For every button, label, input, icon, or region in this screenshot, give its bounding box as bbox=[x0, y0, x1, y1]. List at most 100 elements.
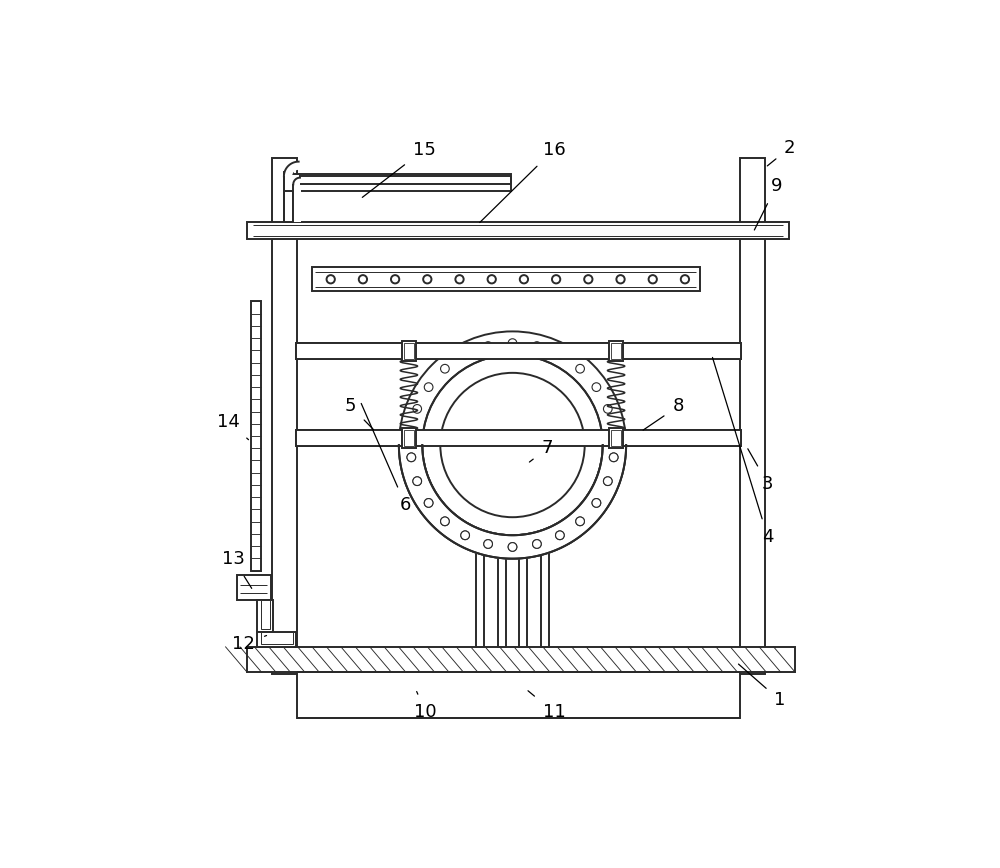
Bar bbox=[611, 344, 621, 359]
Circle shape bbox=[556, 351, 564, 359]
Bar bbox=[257, 632, 296, 647]
Text: 10: 10 bbox=[414, 692, 437, 721]
Text: 12: 12 bbox=[232, 635, 267, 654]
Bar bbox=[609, 341, 623, 361]
Bar bbox=[296, 431, 741, 446]
Bar bbox=[404, 344, 414, 359]
Circle shape bbox=[609, 453, 618, 462]
Circle shape bbox=[484, 342, 492, 351]
Circle shape bbox=[576, 517, 584, 526]
Circle shape bbox=[461, 351, 469, 359]
Circle shape bbox=[327, 275, 335, 284]
Text: 1: 1 bbox=[738, 664, 786, 709]
Circle shape bbox=[441, 517, 449, 526]
Text: 11: 11 bbox=[528, 691, 565, 721]
Circle shape bbox=[508, 542, 517, 551]
Text: 6: 6 bbox=[361, 404, 411, 514]
Text: 9: 9 bbox=[754, 177, 782, 230]
Circle shape bbox=[407, 429, 416, 437]
Circle shape bbox=[359, 275, 367, 284]
Circle shape bbox=[413, 477, 422, 485]
Circle shape bbox=[584, 275, 592, 284]
Circle shape bbox=[407, 453, 416, 462]
Bar bbox=[611, 431, 621, 446]
Bar bbox=[519, 532, 527, 647]
Bar bbox=[247, 647, 795, 672]
Circle shape bbox=[603, 477, 612, 485]
Text: 14: 14 bbox=[217, 412, 248, 440]
Circle shape bbox=[556, 531, 564, 540]
Circle shape bbox=[461, 531, 469, 540]
Circle shape bbox=[508, 542, 517, 551]
Circle shape bbox=[603, 477, 612, 485]
Circle shape bbox=[399, 332, 626, 559]
Circle shape bbox=[440, 373, 585, 517]
Text: 15: 15 bbox=[362, 141, 436, 197]
Circle shape bbox=[556, 531, 564, 540]
Bar bbox=[296, 344, 741, 359]
Circle shape bbox=[455, 275, 464, 284]
Text: 7: 7 bbox=[529, 439, 553, 462]
Bar bbox=[404, 431, 414, 446]
Circle shape bbox=[533, 342, 541, 351]
Bar bbox=[296, 431, 741, 446]
Circle shape bbox=[413, 404, 422, 413]
Circle shape bbox=[423, 356, 602, 535]
Bar bbox=[272, 158, 297, 674]
Bar bbox=[609, 428, 623, 449]
Circle shape bbox=[649, 275, 657, 284]
Text: 5: 5 bbox=[345, 398, 374, 430]
Bar bbox=[498, 532, 506, 647]
Circle shape bbox=[484, 540, 492, 549]
Circle shape bbox=[407, 453, 416, 462]
Circle shape bbox=[533, 540, 541, 549]
Circle shape bbox=[391, 275, 399, 284]
Circle shape bbox=[424, 383, 433, 391]
Circle shape bbox=[592, 498, 601, 507]
Circle shape bbox=[424, 498, 433, 507]
Circle shape bbox=[441, 365, 449, 373]
Circle shape bbox=[461, 531, 469, 540]
Circle shape bbox=[520, 275, 528, 284]
Circle shape bbox=[576, 517, 584, 526]
Circle shape bbox=[397, 329, 628, 561]
Bar bbox=[740, 158, 765, 674]
Bar bbox=[261, 632, 293, 644]
Bar bbox=[312, 267, 700, 292]
Bar bbox=[296, 344, 741, 359]
Circle shape bbox=[413, 477, 422, 485]
Circle shape bbox=[508, 339, 517, 347]
Circle shape bbox=[423, 275, 431, 284]
Circle shape bbox=[609, 429, 618, 437]
Text: 4: 4 bbox=[712, 358, 774, 546]
Bar bbox=[476, 532, 484, 647]
Text: 8: 8 bbox=[643, 398, 684, 431]
Bar bbox=[261, 600, 270, 629]
Bar bbox=[402, 428, 416, 449]
Bar bbox=[247, 222, 789, 240]
Bar bbox=[251, 301, 261, 570]
Circle shape bbox=[441, 517, 449, 526]
Text: 3: 3 bbox=[748, 449, 774, 493]
Text: 13: 13 bbox=[222, 549, 252, 589]
Bar bbox=[284, 173, 293, 222]
Circle shape bbox=[424, 498, 433, 507]
Bar bbox=[541, 532, 549, 647]
Bar bbox=[402, 341, 416, 361]
Bar bbox=[297, 672, 740, 718]
Circle shape bbox=[609, 453, 618, 462]
Circle shape bbox=[592, 383, 601, 391]
Circle shape bbox=[681, 275, 689, 284]
Text: 16: 16 bbox=[480, 141, 565, 222]
Circle shape bbox=[552, 275, 560, 284]
Circle shape bbox=[603, 404, 612, 413]
Circle shape bbox=[576, 365, 584, 373]
Bar bbox=[293, 178, 301, 222]
Circle shape bbox=[484, 540, 492, 549]
Circle shape bbox=[592, 498, 601, 507]
Bar bbox=[257, 600, 273, 632]
Bar bbox=[284, 174, 511, 191]
Circle shape bbox=[616, 275, 625, 284]
Bar bbox=[237, 575, 271, 600]
Circle shape bbox=[488, 275, 496, 284]
